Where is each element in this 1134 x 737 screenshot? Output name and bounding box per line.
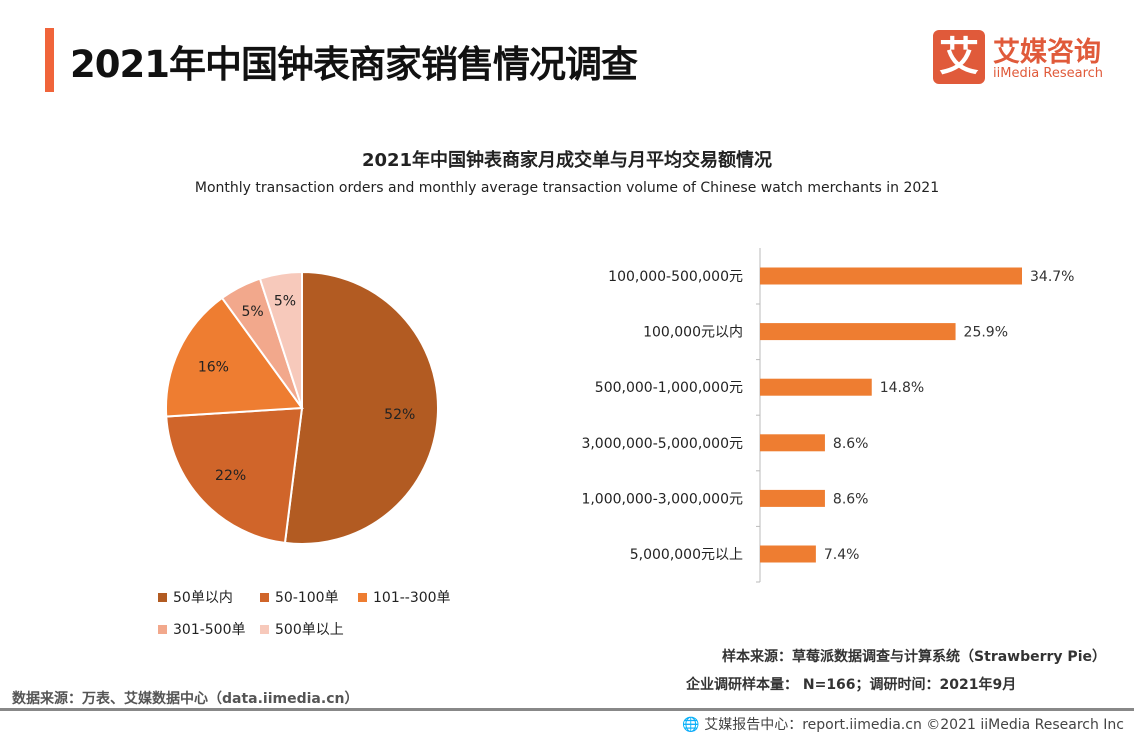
bar-category-label: 3,000,000-5,000,000元 [581, 436, 743, 452]
bar-data-label: 8.6% [833, 436, 869, 452]
legend-swatch [358, 592, 367, 602]
pie-data-label: 52% [384, 407, 415, 423]
bar [760, 378, 872, 396]
sample-size: 企业调研样本量： N=166；调研时间：2021年9月 [686, 677, 1017, 693]
pie-slice [283, 270, 439, 545]
legend-label: 101--300单 [373, 590, 451, 606]
title-accent-bar [45, 28, 54, 92]
bar [760, 545, 816, 563]
bar-data-label: 25.9% [964, 325, 1008, 341]
legend-swatch [158, 624, 167, 634]
pie-slice [165, 296, 304, 418]
legend-swatch [158, 592, 167, 602]
bar-data-label: 7.4% [824, 547, 860, 563]
legend-item: 50单以内 [158, 587, 233, 607]
logo-mark: 艾 [933, 30, 985, 84]
bar-category-label: 100,000元以内 [643, 325, 743, 341]
bar [760, 323, 956, 341]
bar-category-label: 100,000-500,000元 [608, 269, 743, 285]
pie-data-label: 22% [215, 468, 246, 484]
legend-label: 50-100单 [275, 590, 339, 606]
legend-item: 101--300单 [358, 587, 451, 607]
pie-slice [258, 270, 303, 409]
bar [760, 489, 825, 507]
pie-data-label: 16% [198, 359, 229, 375]
bar-category-label: 5,000,000元以上 [630, 547, 743, 563]
legend-swatch [260, 592, 269, 602]
chart-subtitle: Monthly transaction orders and monthly a… [194, 180, 940, 196]
pie-slice [165, 406, 304, 545]
pie-data-label: 5% [274, 294, 296, 310]
legend-item: 50-100单 [260, 587, 339, 607]
legend-label: 301-500单 [173, 622, 246, 638]
data-source: 数据来源：万表、艾媒数据中心（data.iimedia.cn） [12, 691, 359, 707]
bar-category-label: 500,000-1,000,000元 [595, 380, 743, 396]
bar-category-label: 1,000,000-3,000,000元 [581, 491, 743, 507]
globe-icon: 🌐 [682, 717, 700, 733]
bar-data-label: 14.8% [880, 380, 924, 396]
pie-data-label: 5% [241, 304, 263, 320]
legend-label: 50单以内 [173, 590, 233, 606]
bar [760, 267, 1022, 285]
chart-title: 2021年中国钟表商家月成交单与月平均交易额情况 [361, 150, 773, 171]
logo-en: iiMedia Research [993, 66, 1104, 81]
legend-label: 500单以上 [275, 622, 344, 638]
legend-item: 500单以上 [260, 619, 344, 639]
legend-item: 301-500单 [158, 619, 246, 639]
logo-cn: 艾媒咨询 [993, 37, 1101, 68]
bar [760, 434, 825, 452]
bar-data-label: 8.6% [833, 491, 869, 507]
bar-data-label: 34.7% [1030, 269, 1074, 285]
sample-source: 样本来源：草莓派数据调查与计算系统（Strawberry Pie） [722, 649, 1106, 665]
footer-divider [0, 708, 1134, 711]
footer-label: 艾媒报告中心：report.iimedia.cn ©2021 iiMedia R… [704, 717, 1124, 733]
footer-text: 🌐 艾媒报告中心：report.iimedia.cn ©2021 iiMedia… [682, 714, 1124, 734]
page-title: 2021年中国钟表商家销售情况调查 [70, 43, 638, 86]
legend-swatch [260, 624, 269, 634]
